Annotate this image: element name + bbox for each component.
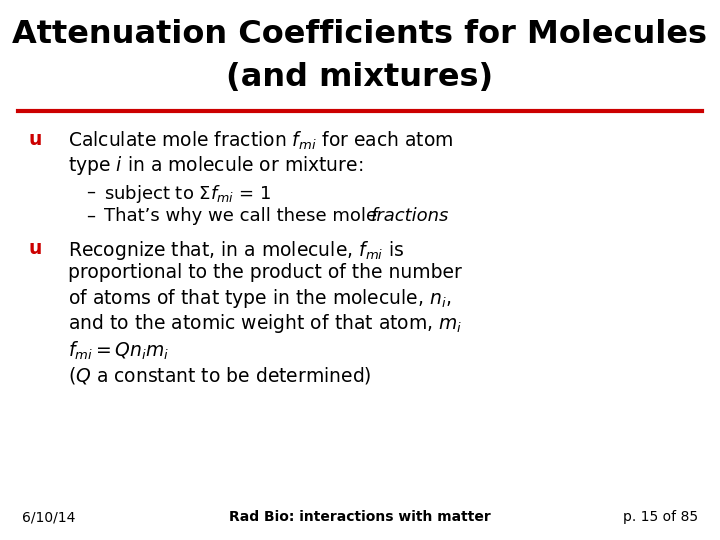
Text: proportional to the product of the number: proportional to the product of the numbe…	[68, 263, 462, 282]
Text: u: u	[29, 130, 42, 148]
Text: of atoms of that type in the molecule, $n_i$,: of atoms of that type in the molecule, $…	[68, 287, 452, 310]
Text: 6/10/14: 6/10/14	[22, 510, 75, 524]
Text: fractions: fractions	[371, 207, 449, 225]
Text: ($Q$ a constant to be determined): ($Q$ a constant to be determined)	[68, 364, 372, 386]
Text: p. 15 of 85: p. 15 of 85	[624, 510, 698, 524]
Text: subject to $\Sigma f_{mi}$ = 1: subject to $\Sigma f_{mi}$ = 1	[104, 183, 271, 205]
Text: Rad Bio: interactions with matter: Rad Bio: interactions with matter	[229, 510, 491, 524]
Text: (and mixtures): (and mixtures)	[226, 62, 494, 93]
Text: type $i$ in a molecule or mixture:: type $i$ in a molecule or mixture:	[68, 154, 364, 177]
Text: That’s why we call these mole: That’s why we call these mole	[104, 207, 383, 225]
Text: –: –	[86, 183, 95, 200]
Text: $f_{mi} = Qn_i m_i$: $f_{mi} = Qn_i m_i$	[68, 340, 170, 362]
Text: –: –	[86, 207, 95, 225]
Text: and to the atomic weight of that atom, $m_i$: and to the atomic weight of that atom, $…	[68, 312, 463, 335]
Text: u: u	[29, 239, 42, 258]
Text: Recognize that, in a molecule, $f_{mi}$ is: Recognize that, in a molecule, $f_{mi}$ …	[68, 239, 405, 262]
Text: Calculate mole fraction $f_{mi}$ for each atom: Calculate mole fraction $f_{mi}$ for eac…	[68, 130, 454, 152]
Text: Attenuation Coefficients for Molecules: Attenuation Coefficients for Molecules	[12, 19, 708, 50]
